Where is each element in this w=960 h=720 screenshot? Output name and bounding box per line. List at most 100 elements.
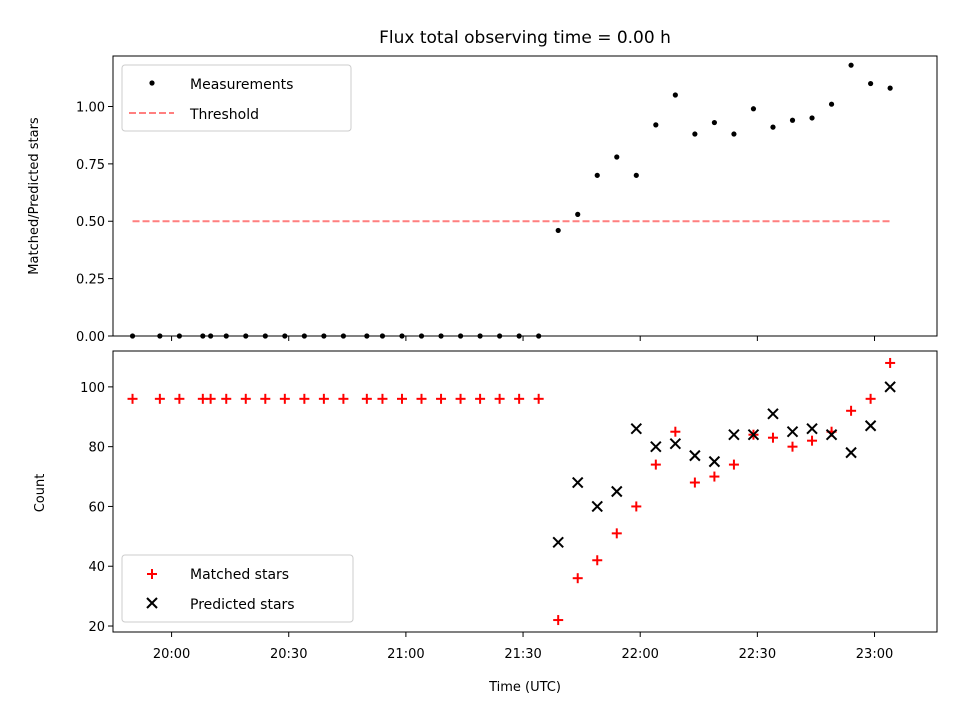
x-stroke-b — [591, 500, 603, 513]
measurement-point — [672, 92, 678, 98]
x-stroke-b — [650, 440, 662, 453]
matched-star-point — [416, 393, 427, 404]
x-stroke-b — [689, 449, 701, 462]
legend-matched-label: Matched stars — [190, 567, 289, 583]
measurement-point — [633, 172, 639, 178]
matched-star-point — [885, 357, 896, 368]
x-stroke-b — [884, 381, 896, 393]
predicted-star-point — [650, 440, 662, 453]
bottom-y-tick-label: 20 — [88, 620, 105, 635]
matched-star-point — [670, 426, 681, 437]
measurement-point — [692, 131, 698, 137]
x-stroke-b — [747, 428, 760, 441]
matched-star-point — [728, 459, 739, 470]
x-stroke-b — [864, 420, 877, 432]
measurement-point — [809, 115, 815, 121]
predicted-star-point — [825, 428, 838, 441]
bottom-axes: 20 40 60 80 100 20:00 20:30 21:00 21:30 22:00 22:3… — [80, 381, 893, 662]
legend-measurements-marker — [149, 80, 155, 86]
matched-star-point — [807, 435, 818, 446]
matched-star-point — [221, 393, 232, 404]
bottom-y-tick-label: 60 — [88, 500, 105, 515]
top-plot-frame — [112, 55, 938, 337]
measurement-point — [575, 211, 581, 217]
matched-star-point — [553, 615, 564, 626]
matched-star-point — [377, 393, 388, 404]
top-axes: 0.00 0.25 0.50 0.75 1.00 — [76, 100, 876, 345]
matched-star-point — [865, 393, 876, 404]
legend-threshold-label: Threshold — [189, 107, 259, 123]
matched-star-point — [361, 393, 372, 404]
matched-star-point — [631, 501, 642, 512]
legend-matched-marker — [147, 569, 157, 579]
top-legend: Measurements Threshold — [121, 64, 352, 132]
legend-predicted-label: Predicted stars — [190, 597, 295, 613]
x-tick-label: 20:30 — [270, 647, 307, 662]
measurement-point — [770, 124, 776, 130]
matched-star-point — [240, 393, 251, 404]
bottom-legend: Matched stars Predicted stars — [121, 554, 354, 623]
matched-star-point — [709, 471, 720, 482]
top-y-tick-label: 0.25 — [76, 273, 105, 288]
matched-star-point — [572, 573, 583, 584]
x-stroke-b — [728, 428, 740, 441]
measurement-point — [789, 117, 796, 123]
measurement-point — [653, 122, 659, 128]
measurement-point — [614, 154, 620, 160]
top-chart-title: Flux total observing time = 0.00 h — [379, 28, 671, 48]
bottom-y-tick-label: 80 — [88, 441, 105, 456]
predicted-star-point — [552, 536, 564, 549]
matched-star-point — [260, 393, 271, 404]
bottom-plot-marks — [127, 357, 896, 626]
bottom-legend-box — [121, 554, 354, 623]
top-y-axis-label: Matched/Predicted stars — [27, 117, 42, 275]
measurement-point — [828, 101, 835, 107]
predicted-star-point — [611, 485, 623, 498]
predicted-star-point — [747, 428, 760, 441]
bottom-y-axis-label: Count — [33, 474, 48, 513]
matched-star-point — [318, 393, 329, 404]
matched-star-point — [650, 459, 661, 470]
top-legend-box — [121, 64, 352, 132]
predicted-star-point — [767, 408, 779, 420]
matched-star-point — [689, 477, 700, 488]
matched-star-point — [127, 393, 138, 404]
x-stroke-b — [669, 437, 682, 450]
predicted-star-point — [806, 423, 818, 435]
measurement-point — [555, 227, 561, 234]
predicted-star-point — [669, 437, 682, 450]
x-stroke-b — [708, 455, 721, 468]
x-tick-label: 21:00 — [387, 647, 424, 662]
matched-star-point — [533, 393, 544, 404]
predicted-star-point — [786, 426, 799, 438]
bottom-panel: Count Time (UTC) 20 40 60 80 100 20:00 20:30 21… — [33, 350, 938, 695]
x-stroke-b — [572, 476, 584, 489]
x-stroke-b — [630, 423, 643, 435]
top-y-tick-label: 1.00 — [76, 100, 105, 115]
x-tick-label: 23:00 — [856, 647, 893, 662]
predicted-star-point — [630, 423, 643, 435]
x-stroke-b — [767, 408, 779, 420]
matched-star-point — [611, 528, 622, 539]
top-y-tick-label: 0.00 — [76, 330, 105, 345]
matched-star-point — [494, 393, 505, 404]
matched-star-point — [846, 405, 857, 416]
measurement-point — [594, 172, 600, 178]
measurement-point — [750, 106, 757, 112]
measurement-point — [711, 119, 718, 126]
top-panel: Flux total observing time = 0.00 h Match… — [27, 28, 938, 345]
top-y-tick-label: 0.75 — [76, 158, 105, 173]
bottom-y-tick-label: 100 — [80, 381, 105, 396]
matched-star-point — [279, 393, 290, 404]
predicted-star-point — [708, 455, 721, 468]
measurement-point — [848, 62, 854, 68]
matched-star-point — [436, 393, 447, 404]
legend-predicted-marker — [146, 597, 158, 609]
matched-star-point — [299, 393, 310, 404]
matched-star-point — [592, 555, 603, 566]
predicted-star-point — [728, 428, 740, 441]
x-stroke-b — [806, 423, 818, 435]
matched-star-point — [475, 393, 486, 404]
matched-star-point — [396, 393, 407, 404]
